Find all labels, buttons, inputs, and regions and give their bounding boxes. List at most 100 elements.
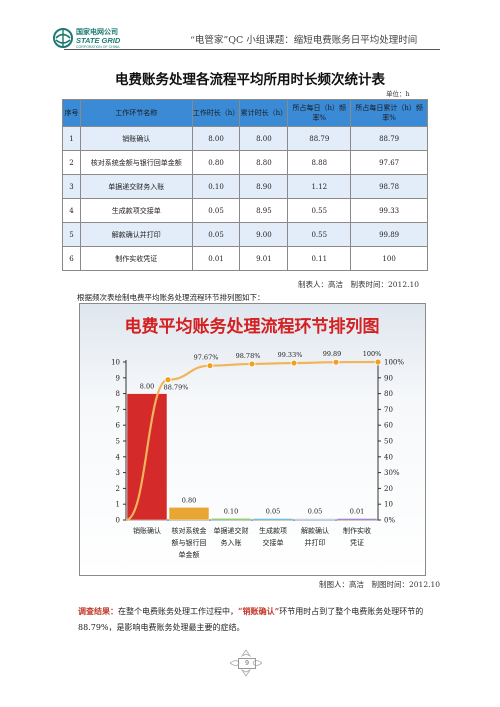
table-cell: 4: [62, 198, 81, 223]
cumulative-point-marker: [374, 358, 382, 366]
chart-title: 电费平均账务处理流程环节排列图: [125, 316, 380, 337]
right-axis-tick-label: 60: [384, 422, 393, 430]
state-grid-emblem-icon: [53, 28, 73, 48]
table-cell: 99.33: [350, 198, 428, 223]
table-cell: 制作实收凭证: [79, 246, 193, 271]
table-cell: 0.55: [287, 222, 352, 247]
table-row: 1 销账确认 8.00 8.00 88.79 88.79: [62, 126, 428, 151]
table-cell: 100: [350, 246, 428, 271]
table-cell: 8.88: [287, 150, 352, 175]
table-cell: 0.05: [191, 222, 241, 247]
table-cell: 6: [62, 246, 81, 271]
left-axis-tick-label: 5: [116, 438, 120, 446]
table-cell: 0.55: [287, 198, 352, 223]
category-label: 制作实收: [343, 526, 371, 535]
left-axis-tick-label: 4: [116, 453, 121, 461]
table-cell: 0.10: [191, 174, 241, 199]
chart-intro-text: 根据频次表绘制电费平均账务处理流程环节排列图如下：: [77, 293, 265, 302]
category-label: 额与银行回: [172, 538, 207, 547]
cumulative-percent-label: 98.78%: [236, 352, 261, 360]
category-label: 务入账: [221, 538, 242, 547]
table-cell: 88.79: [350, 126, 428, 151]
category-label: 核对系统金: [172, 526, 207, 535]
pareto-chart: 电费平均账务处理流程环节排列图 0 1 2 3 4 5 6 7 8 9 10 0% 10 20 30% 40 5…: [79, 303, 426, 576]
left-axis-tick-label: 6: [116, 422, 121, 430]
table-row: 6 制作实收凭证 0.01 9.01 0.11 100: [62, 246, 428, 271]
page-number: 9: [238, 658, 256, 669]
table-cell: 8.00: [191, 126, 241, 151]
document-title: 电费账务处理各流程平均所用时长频次统计表: [115, 72, 385, 88]
table-cell: 解款确认并打印: [79, 222, 193, 247]
table-cell: 2: [62, 150, 81, 175]
cumulative-percent-label: 88.79%: [164, 384, 189, 392]
left-axis-tick-label: 10: [111, 359, 120, 367]
table-cell: 5: [62, 222, 81, 247]
table-cell: 9.00: [239, 222, 289, 247]
logo-english-name: STATE GRID: [76, 36, 121, 45]
left-axis-tick-label: 7: [116, 406, 120, 414]
table-cell: 销账确认: [79, 126, 193, 151]
category-label: 交接单: [263, 538, 284, 547]
pareto-bar: [294, 518, 336, 521]
col-header-step-name: 工作环节名称: [79, 99, 193, 127]
cumulative-percent-label: 99.33%: [278, 351, 303, 359]
col-header-daily-frequency: 所占每日（h）频率%: [287, 99, 352, 127]
table-cell: 0.05: [191, 198, 241, 223]
conclusion-text-part2: 环节用时占到了整个电费账务处理环节的 88.79%，是影响电费账务处理最主要的症…: [78, 607, 424, 632]
table-cell: 1: [62, 126, 81, 151]
right-axis-tick-label: 40: [384, 453, 393, 461]
table-cell: 核对系统金额与银行回单金额: [79, 150, 193, 175]
table-cell: 99.89: [350, 222, 428, 247]
table-cell: 生成款项交接单: [79, 198, 193, 223]
cumulative-percent-label: 97.67%: [194, 354, 219, 362]
category-label: 销账确认: [133, 526, 161, 535]
right-axis-tick-label: 70: [384, 406, 393, 414]
category-label: 生成款项: [259, 526, 287, 535]
right-axis-tick-label: 100%: [384, 359, 404, 367]
right-axis-tick-label: 50: [384, 438, 393, 446]
right-axis-tick-label: 10: [384, 501, 393, 509]
left-axis-tick-label: 8: [116, 390, 120, 398]
bar-value-label: 0.80: [182, 496, 196, 504]
cumulative-percent-label: 99.89: [323, 350, 342, 358]
table-cell: 8.00: [239, 126, 289, 151]
col-header-cumulative-hours: 累计时长（h）: [239, 99, 289, 127]
right-axis-tick-label: 30%: [384, 469, 400, 477]
table-row: 3 单据递交财务入账 0.10 8.90 1.12 98.78: [62, 174, 428, 199]
table-row: 4 生成款项交接单 0.05 8.95 0.55 99.33: [62, 198, 428, 223]
table-cell: 8.90: [239, 174, 289, 199]
unit-note: 单位：h: [386, 90, 410, 98]
bar-value-label: 0.01: [350, 508, 364, 516]
table-cell: 97.67: [350, 150, 428, 175]
bar-value-label: 0.05: [308, 508, 322, 516]
table-footer: 制表人：高洁 制表时间：2012.10: [298, 280, 420, 289]
frequency-table: 序号 工作环节名称 工作时长（h） 累计时长（h） 所占每日（h）频率% 所占每…: [62, 99, 428, 271]
logo-chinese-name: 国家电网公司: [76, 28, 118, 36]
right-axis-tick-label: 90: [384, 374, 393, 382]
table-cell: 单据递交财务入账: [79, 174, 193, 199]
pareto-bar: [336, 518, 378, 521]
conclusion-text-part1: 在整个电费账务处理工作过程中，: [118, 607, 238, 616]
category-label: 凭证: [350, 538, 364, 547]
cumulative-percent-label: 100%: [363, 350, 382, 358]
left-axis-tick-label: 1: [116, 501, 120, 509]
table-cell: 0.80: [191, 150, 241, 175]
table-header-row: 序号 工作环节名称 工作时长（h） 累计时长（h） 所占每日（h）频率% 所占每…: [62, 99, 428, 127]
cumulative-point-marker: [290, 359, 298, 367]
header-divider: [64, 49, 440, 50]
table-cell: 88.79: [287, 126, 352, 151]
table-cell: 98.78: [350, 174, 428, 199]
col-header-work-hours: 工作时长（h）: [191, 99, 241, 127]
header-title: “电管家”QC 小组课题：缩短电费账务日平均处理时间: [190, 35, 418, 46]
category-label: 单据递交财: [214, 526, 249, 535]
left-axis-tick-label: 3: [116, 469, 120, 477]
category-label: 并打印: [305, 538, 326, 547]
table-cell: 9.01: [239, 246, 289, 271]
table-row: 5 解款确认并打印 0.05 9.00 0.55 99.89: [62, 222, 428, 247]
pareto-chart-canvas: 电费平均账务处理流程环节排列图 0123456789100%102030%405…: [80, 304, 425, 575]
table-row: 2 核对系统金额与银行回单金额 0.80 8.80 8.88 97.67: [62, 150, 428, 175]
left-axis-tick-label: 0: [116, 517, 120, 525]
cumulative-point-marker: [332, 358, 340, 366]
conclusion-paragraph: 调查结果：在整个电费账务处理工作过程中，“销账确认”环节用时占到了整个电费账务处…: [78, 603, 438, 636]
col-header-index: 序号: [62, 99, 81, 127]
